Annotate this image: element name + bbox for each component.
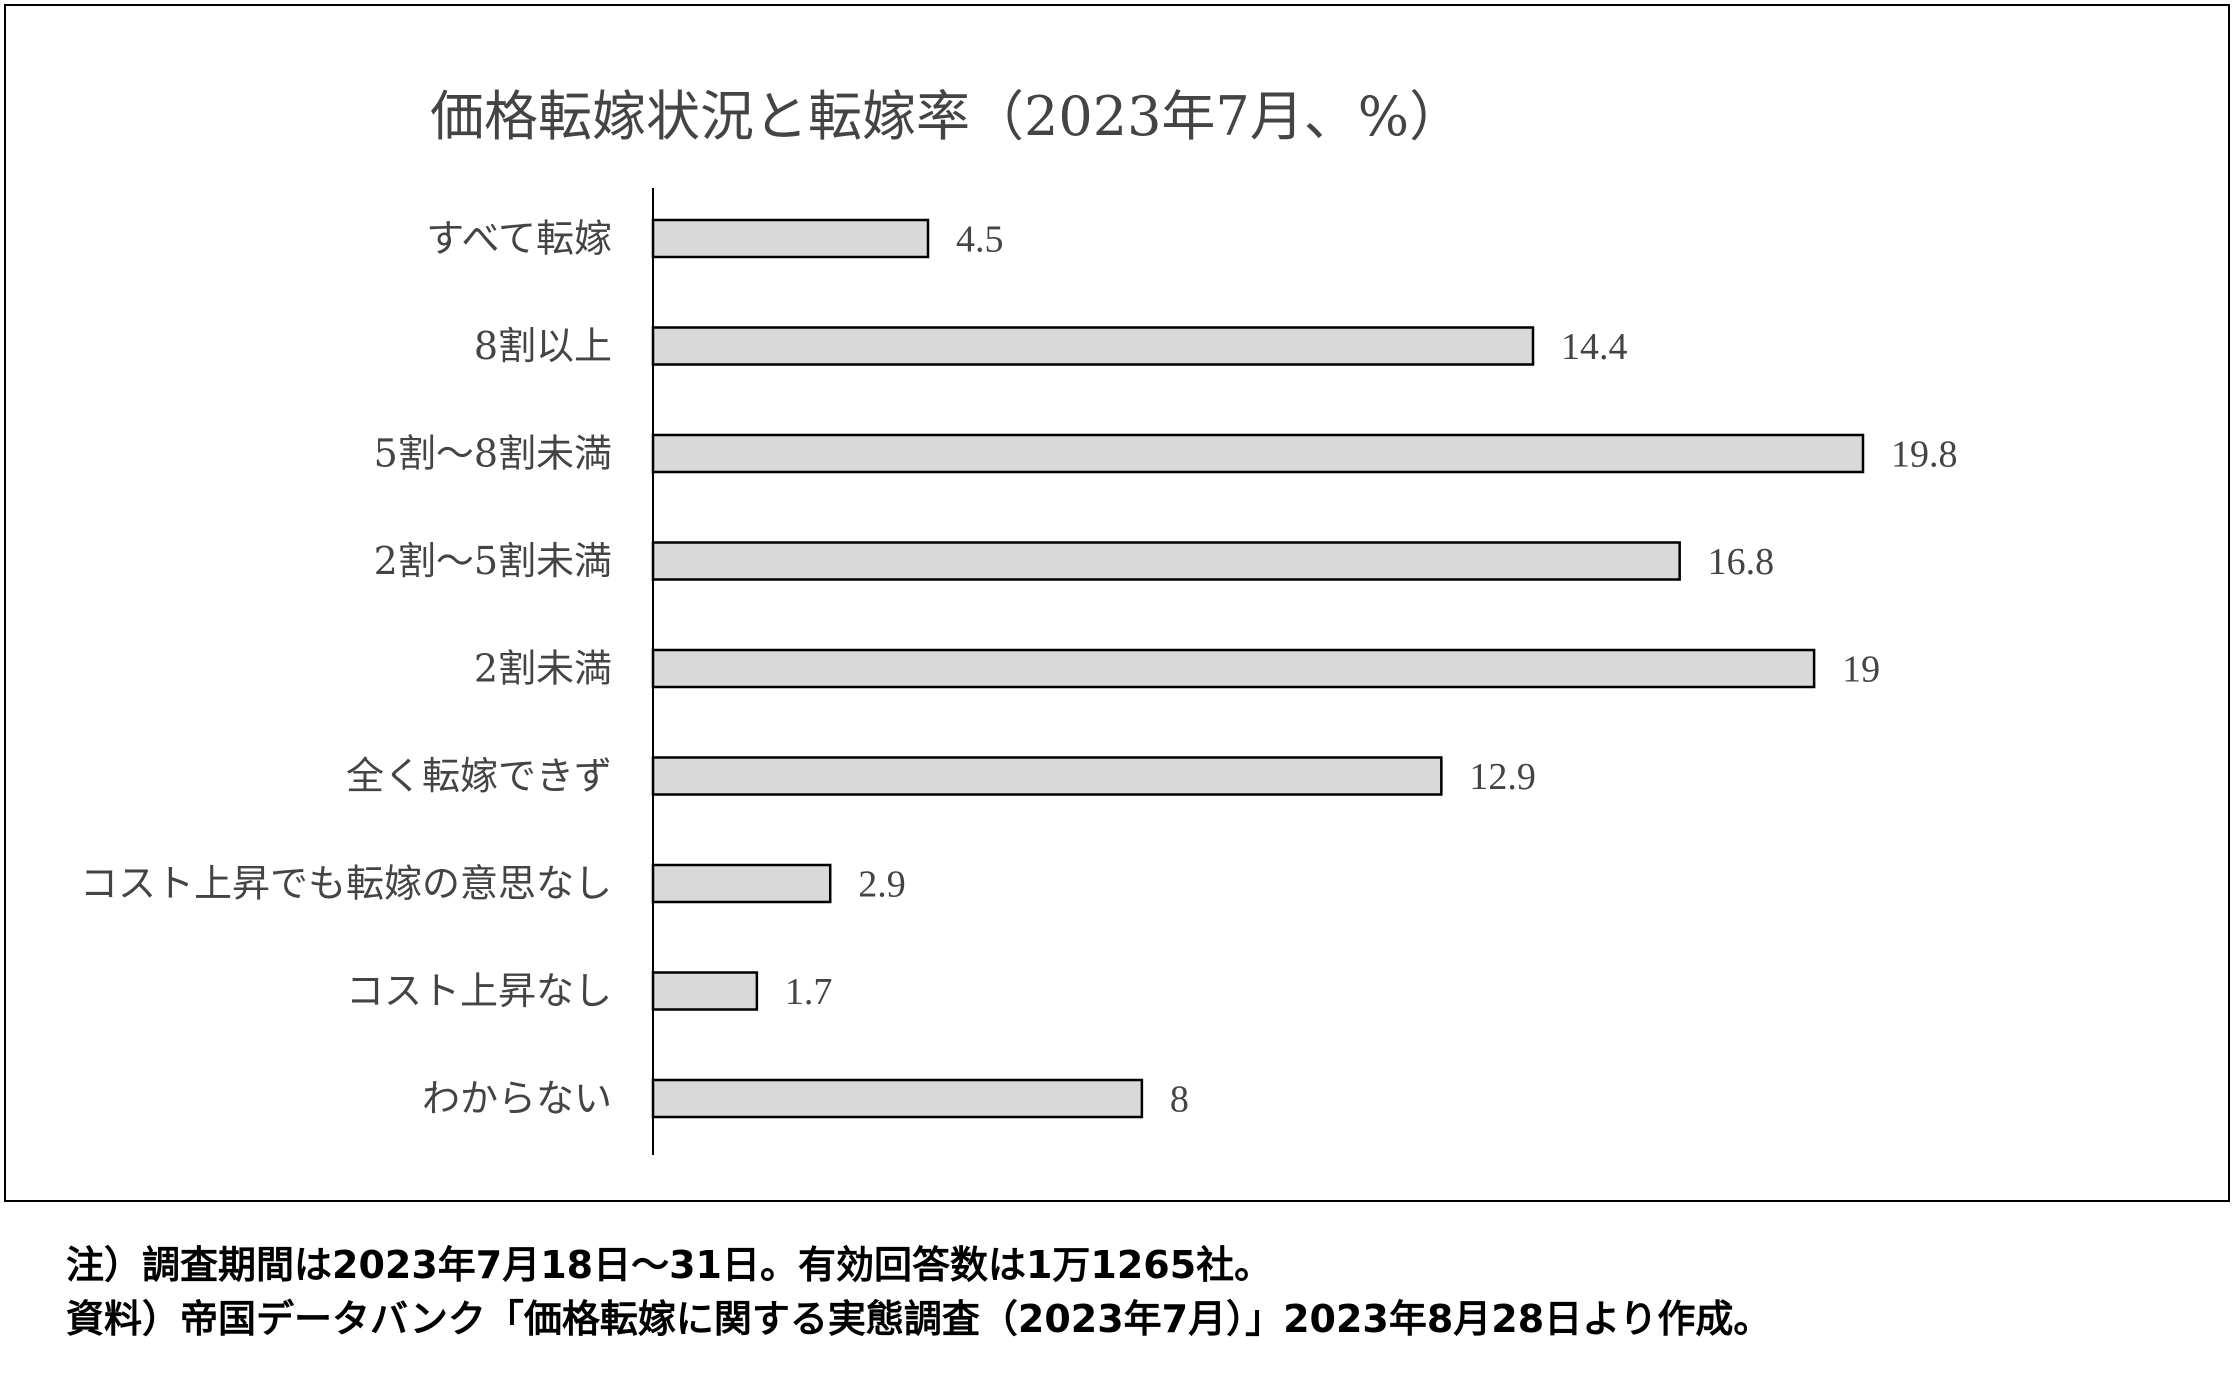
bar-7	[651, 971, 759, 1011]
category-label-6: コスト上昇でも転嫁の意思なし	[80, 862, 612, 906]
category-label-8: わからない	[422, 1077, 612, 1121]
chart-title: 価格転嫁状況と転嫁率（2023年7月、%）	[430, 85, 1464, 148]
value-label-2: 19.8	[1891, 434, 1958, 476]
bar-4	[651, 648, 1816, 689]
value-label-0: 4.5	[956, 219, 1004, 261]
bar-5	[651, 756, 1443, 796]
category-label-3: 2割～5割未満	[374, 539, 612, 583]
note-survey-period: 注）調査期間は2023年7月18日～31日。有効回答数は1万1265社。	[66, 1243, 1273, 1287]
note-source: 資料）帝国データバンク「価格転嫁に関する実態調査（2023年7月）」2023年8…	[66, 1297, 1772, 1341]
value-label-4: 19	[1842, 649, 1880, 691]
value-label-1: 14.4	[1561, 326, 1628, 368]
chart-notes: 注）調査期間は2023年7月18日～31日。有効回答数は1万1265社。 資料）…	[66, 1238, 1771, 1346]
category-label-7: コスト上昇なし	[346, 969, 612, 1013]
category-label-5: 全く転嫁できず	[346, 754, 612, 798]
value-label-6: 2.9	[858, 864, 906, 906]
bar-3	[651, 541, 1681, 581]
bar-1	[651, 326, 1535, 366]
bar-8	[651, 1078, 1144, 1119]
bar-chart: すべて転嫁 4.5 8割以上 14.4 5割～8割未満 19.8 2割～5割未満 16.8 2割…	[80, 188, 1958, 1155]
value-label-5: 12.9	[1469, 756, 1536, 798]
value-label-3: 16.8	[1708, 541, 1775, 583]
category-label-0: すべて転嫁	[426, 217, 612, 261]
bar-0	[651, 218, 930, 259]
category-label-2: 5割～8割未満	[374, 432, 612, 476]
value-label-7: 1.7	[785, 971, 833, 1013]
bar-6	[651, 863, 832, 904]
category-label-1: 8割以上	[474, 324, 612, 368]
value-label-8: 8	[1170, 1079, 1189, 1121]
bar-2	[651, 433, 1865, 474]
category-label-4: 2割未満	[474, 647, 612, 691]
chart-frame	[4, 4, 2230, 1202]
